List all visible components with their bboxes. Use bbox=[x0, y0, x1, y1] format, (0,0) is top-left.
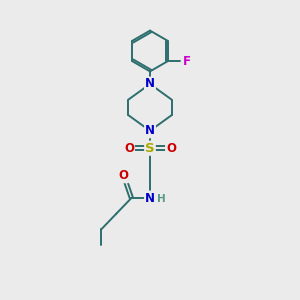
Text: O: O bbox=[166, 142, 176, 155]
Text: N: N bbox=[145, 124, 155, 137]
Text: N: N bbox=[145, 191, 155, 205]
Text: H: H bbox=[157, 194, 165, 205]
Text: F: F bbox=[183, 55, 191, 68]
Text: O: O bbox=[124, 142, 134, 155]
Text: N: N bbox=[145, 77, 155, 91]
Text: O: O bbox=[118, 169, 128, 182]
Text: S: S bbox=[145, 142, 155, 155]
